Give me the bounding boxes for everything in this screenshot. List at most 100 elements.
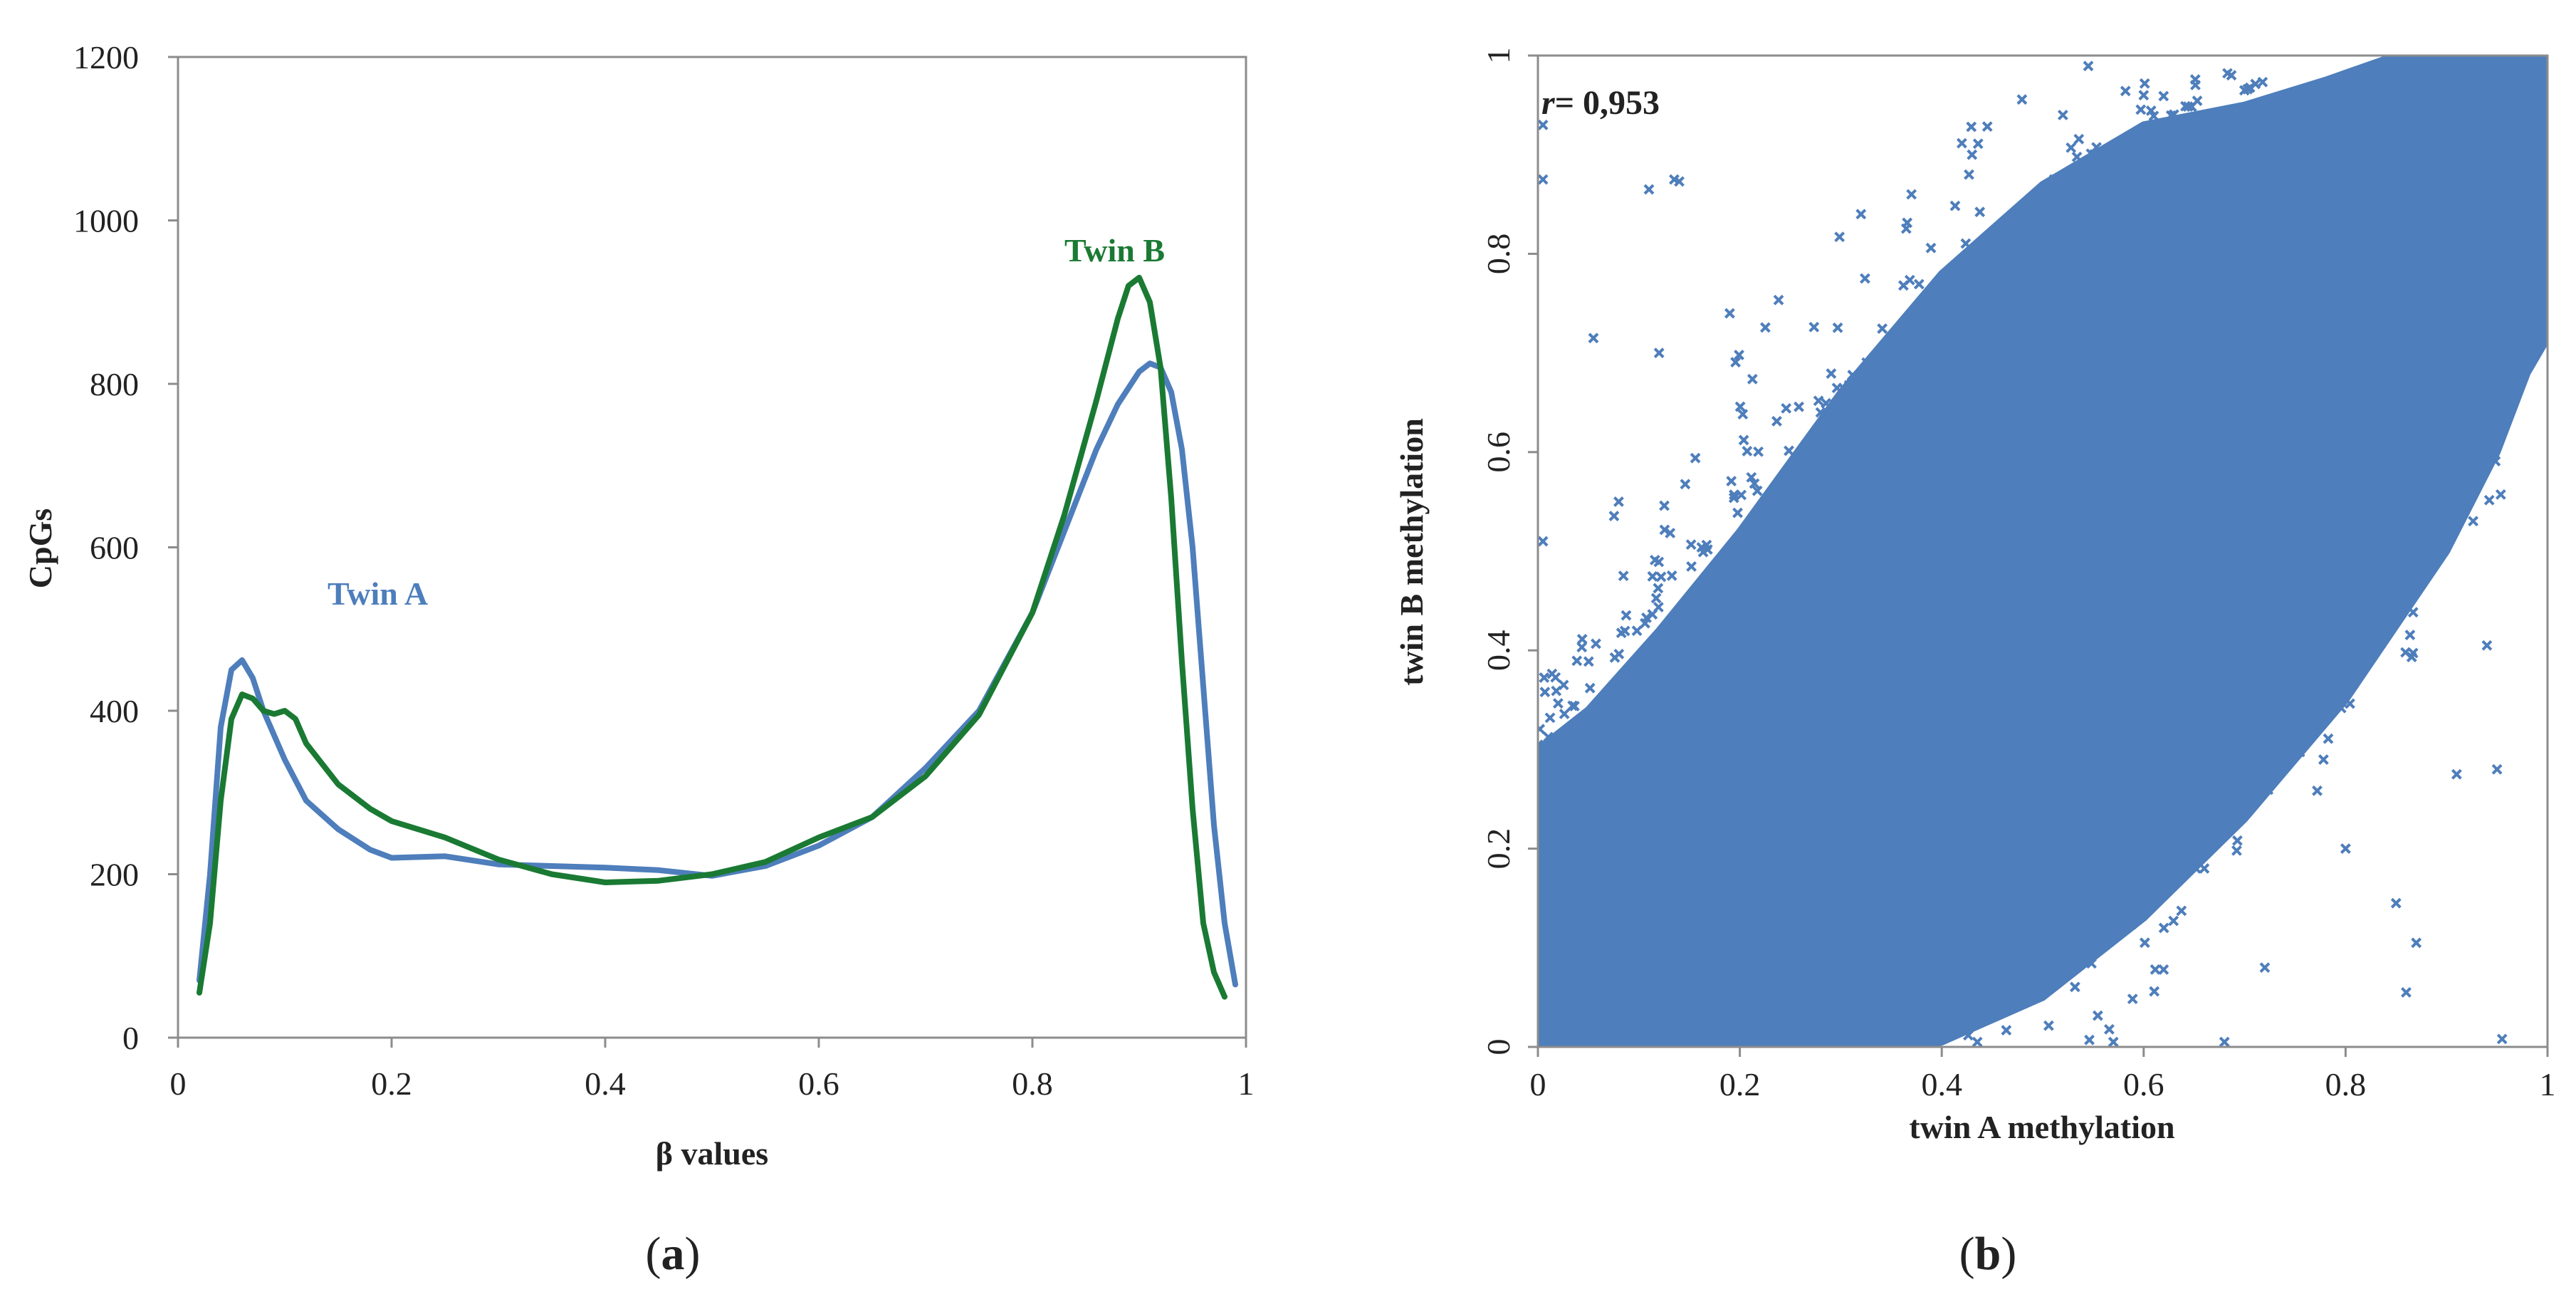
scatter-point	[2440, 506, 2451, 517]
scatter-point	[1552, 698, 1564, 709]
panel-b-y-ticks: 0 0.2 0.4 0.6 0.8 1	[1480, 48, 1538, 1055]
scatter-point	[2412, 476, 2424, 488]
scatter-point	[2039, 964, 2051, 976]
scatter-point	[2427, 454, 2439, 466]
scatter-point	[2192, 787, 2203, 798]
scatter-point	[2467, 427, 2478, 439]
scatter-point	[2084, 1034, 2095, 1045]
scatter-point	[1902, 328, 1914, 339]
scatter-point	[2301, 715, 2313, 726]
y-tick-label: 0.6	[1480, 432, 1517, 473]
panel-b-plot-frame	[1536, 54, 2549, 1048]
scatter-point	[1972, 138, 1984, 150]
scatter-point	[1734, 350, 1744, 360]
scatter-point	[2259, 746, 2271, 757]
scatter-point	[2404, 630, 2416, 640]
scatter-point	[1655, 571, 1667, 583]
scatter-point-outlier	[1613, 496, 1624, 507]
x-tick-label: 0.6	[2123, 1066, 2164, 1102]
scatter-point	[2440, 491, 2451, 502]
scatter-point	[2038, 976, 2049, 987]
scatter-point	[1949, 200, 1961, 212]
y-tick-label: 1200	[73, 39, 139, 75]
panel-b-caption: (b)	[1959, 1228, 2017, 1280]
scatter-point	[2281, 669, 2292, 680]
scatter-point	[2103, 148, 2113, 160]
scatter-point	[2251, 728, 2263, 739]
scatter-point	[1972, 1036, 1983, 1047]
scatter-point	[1650, 593, 1662, 604]
scatter-point	[1834, 231, 1845, 243]
scatter-point	[2001, 1025, 2012, 1036]
scatter-point	[2335, 671, 2347, 682]
scatter-point	[1794, 401, 1804, 412]
scatter-point	[1666, 570, 1677, 581]
panel-b-x-ticks: 0 0.2 0.4 0.6 0.8 1	[1530, 1047, 2556, 1102]
scatter-point	[2139, 78, 2150, 89]
scatter-point	[2400, 647, 2411, 658]
scatter-point	[2180, 100, 2191, 112]
scatter-point-outlier	[2496, 1033, 2508, 1045]
scatter-point	[2461, 451, 2472, 462]
scatter-point	[2495, 489, 2506, 500]
scatter-point	[2477, 418, 2488, 429]
scatter-point	[2190, 863, 2201, 874]
scatter-point-outlier	[1906, 189, 1917, 200]
panel-a-y-axis-label: CpGs	[22, 509, 58, 588]
scatter-point	[2446, 479, 2457, 490]
scatter-point-outlier	[1588, 333, 1599, 344]
scatter-point	[2268, 691, 2280, 702]
scatter-point	[2500, 340, 2511, 352]
scatter-point	[2235, 741, 2246, 752]
scatter-point-outlier	[2390, 897, 2402, 909]
scatter-point	[1921, 299, 1932, 311]
scatter-point	[2461, 402, 2472, 414]
x-tick-label: 0.8	[2325, 1066, 2367, 1102]
scatter-point	[1964, 169, 1974, 180]
scatter-point	[2149, 986, 2160, 997]
correlation-symbol: r	[1541, 84, 1556, 122]
scatter-point-outlier	[1815, 407, 1826, 418]
scatter-point	[2321, 612, 2332, 623]
scatter-point-outlier	[2259, 962, 2271, 974]
scatter-point-outlier	[2158, 922, 2169, 934]
scatter-point	[1821, 397, 1832, 409]
scatter-point	[2226, 70, 2237, 81]
scatter-point	[1940, 294, 1952, 306]
scatter-point	[1832, 322, 1843, 333]
scatter-point-outlier	[2401, 987, 2412, 998]
scatter-point	[2068, 950, 2080, 961]
scatter-point	[2257, 76, 2268, 88]
scatter-point	[1861, 357, 1873, 368]
scatter-point	[2103, 895, 2115, 907]
scatter-point	[2332, 642, 2343, 654]
y-tick-label: 0.4	[1480, 630, 1517, 671]
scatter-point	[2158, 90, 2169, 102]
scatter-point	[1747, 373, 1758, 385]
panel-a-y-ticks: 0 200 400 600 800 1000 1200	[73, 39, 178, 1056]
scatter-point	[2164, 823, 2175, 834]
scatter-point	[2053, 194, 2065, 205]
y-tick-label: 600	[90, 530, 139, 566]
scatter-point	[2168, 109, 2179, 120]
scatter-point	[2325, 646, 2336, 657]
y-tick-label: 0	[122, 1020, 139, 1056]
scatter-point	[2199, 795, 2210, 806]
scatter-point	[2202, 783, 2214, 794]
scatter-point	[1618, 570, 1629, 582]
twin-b-series-label: Twin B	[1064, 232, 1165, 268]
correlation-annotation: r= 0,953	[1541, 84, 1660, 122]
y-tick-label: 800	[90, 366, 139, 402]
scatter-point-outlier	[1643, 184, 1655, 195]
scatter-point	[1913, 278, 1925, 290]
scatter-point	[2381, 531, 2392, 542]
scatter-point	[1911, 319, 1922, 330]
scatter-point	[2168, 915, 2179, 927]
scatter-point	[2380, 603, 2392, 614]
scatter-point	[2156, 852, 2167, 863]
scatter-point	[2251, 762, 2263, 773]
scatter-point	[1732, 507, 1743, 518]
scatter-point	[2120, 85, 2131, 97]
scatter-point	[1981, 121, 1993, 132]
scatter-point	[2083, 61, 2094, 72]
